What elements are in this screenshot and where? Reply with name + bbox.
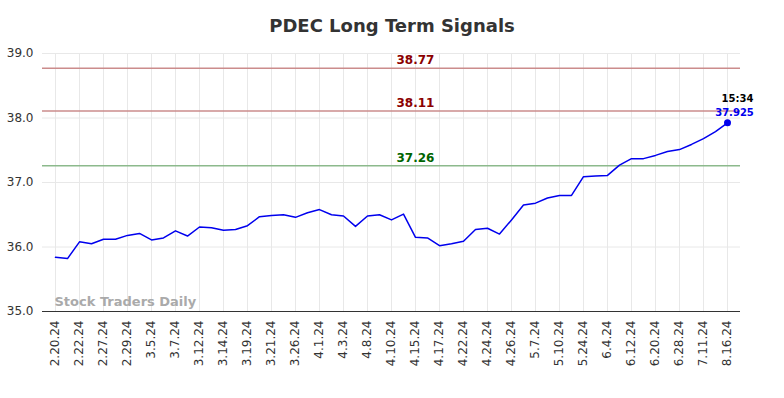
svg-text:3.19.24: 3.19.24: [240, 321, 254, 367]
svg-text:38.11: 38.11: [397, 96, 435, 110]
svg-text:3.7.24: 3.7.24: [168, 321, 182, 359]
svg-text:2.27.24: 2.27.24: [96, 321, 110, 367]
svg-text:6.4.24: 6.4.24: [600, 321, 614, 359]
svg-text:3.14.24: 3.14.24: [216, 321, 230, 367]
svg-text:6.28.24: 6.28.24: [672, 321, 686, 367]
svg-text:36.0: 36.0: [7, 240, 34, 254]
svg-text:8.16.24: 8.16.24: [720, 321, 734, 367]
svg-text:4.22.24: 4.22.24: [456, 321, 470, 367]
svg-text:3.5.24: 3.5.24: [144, 321, 158, 359]
svg-text:4.3.24: 4.3.24: [336, 321, 350, 359]
svg-text:4.24.24: 4.24.24: [480, 321, 494, 367]
svg-text:2.20.24: 2.20.24: [48, 321, 62, 367]
svg-text:Stock Traders Daily: Stock Traders Daily: [55, 294, 197, 309]
svg-text:2.29.24: 2.29.24: [120, 321, 134, 367]
svg-text:4.10.24: 4.10.24: [384, 321, 398, 367]
svg-text:4.26.24: 4.26.24: [504, 321, 518, 367]
html-text:PDEC Long Term Signals: PDEC Long Term Signals: [269, 15, 515, 36]
svg-text:5.7.24: 5.7.24: [528, 321, 542, 359]
svg-text:4.17.24: 4.17.24: [432, 321, 446, 367]
svg-text:5.10.24: 5.10.24: [552, 321, 566, 367]
svg-text:5.24.24: 5.24.24: [576, 321, 590, 367]
svg-text:6.12.24: 6.12.24: [624, 321, 638, 367]
svg-text:3.12.24: 3.12.24: [192, 321, 206, 367]
svg-text:35.0: 35.0: [7, 304, 34, 318]
svg-text:3.21.24: 3.21.24: [264, 321, 278, 367]
svg-text:4.15.24: 4.15.24: [408, 321, 422, 367]
svg-text:6.20.24: 6.20.24: [648, 321, 662, 367]
svg-text:38.0: 38.0: [7, 111, 34, 125]
svg-text:2.22.24: 2.22.24: [72, 321, 86, 367]
svg-text:37.26: 37.26: [397, 151, 435, 165]
svg-text:7.11.24: 7.11.24: [696, 321, 710, 367]
svg-text:38.77: 38.77: [397, 53, 435, 67]
svg-text:4.1.24: 4.1.24: [312, 321, 326, 359]
svg-text:37.925: 37.925: [715, 107, 754, 118]
svg-text:15:34: 15:34: [722, 93, 754, 104]
svg-text:3.26.24: 3.26.24: [288, 321, 302, 367]
svg-text:37.0: 37.0: [7, 175, 34, 189]
svg-text:39.0: 39.0: [7, 46, 34, 60]
svg-text:4.8.24: 4.8.24: [360, 321, 374, 359]
